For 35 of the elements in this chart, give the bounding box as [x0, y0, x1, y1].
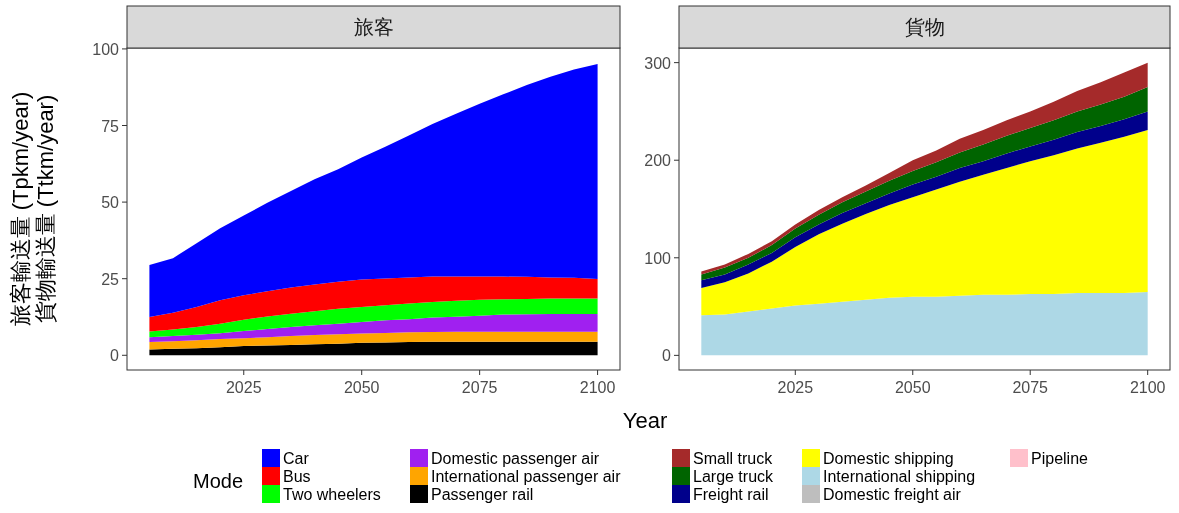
chart-title: 貨物 [904, 16, 945, 38]
y-tick-label: 25 [101, 270, 120, 288]
x-tick-label: 2050 [343, 379, 380, 396]
legend-label: Passenger rail [431, 486, 534, 503]
y-tick-label: 100 [92, 40, 120, 58]
y-tick-label: 300 [644, 54, 672, 72]
y-tick-label: 200 [644, 152, 672, 170]
x-tick-label: 2100 [1129, 379, 1166, 396]
legend-label: International passenger air [431, 468, 622, 485]
legend-label: Large truck [693, 468, 775, 485]
y-tick-label: 0 [110, 347, 120, 365]
y-tick-label: 75 [101, 117, 120, 135]
legend-label: Bus [283, 468, 311, 485]
x-tick-label: 2100 [579, 379, 616, 396]
x-tick-label: 2075 [461, 379, 498, 396]
legend-title: Mode [193, 470, 244, 492]
chart-title: 旅客 [353, 16, 394, 38]
legend-label: Two wheelers [283, 486, 381, 503]
legend-label: Car [283, 450, 310, 467]
legend-label: Small truck [693, 450, 774, 467]
x-tick-label: 2075 [1012, 379, 1049, 396]
legend-label: International shipping [823, 468, 976, 485]
x-axis-title: Year [622, 408, 668, 433]
y-tick-label: 100 [644, 249, 672, 267]
legend-label: Domestic passenger air [431, 450, 600, 467]
legend-label: Domestic freight air [823, 486, 962, 503]
x-tick-label: 2025 [225, 379, 262, 396]
y-axis-title: 旅客輸送量 (Tpkm/year) 貨物輸送量 (Ttkm/year) [8, 91, 58, 327]
legend-label: Domestic shipping [823, 450, 954, 467]
y-tick-label: 50 [101, 194, 120, 212]
legend-label: Freight rail [693, 486, 769, 503]
x-tick-label: 2050 [894, 379, 931, 396]
x-tick-label: 2025 [777, 379, 814, 396]
y-tick-label: 0 [662, 347, 672, 365]
legend-label: Pipeline [1031, 450, 1089, 467]
